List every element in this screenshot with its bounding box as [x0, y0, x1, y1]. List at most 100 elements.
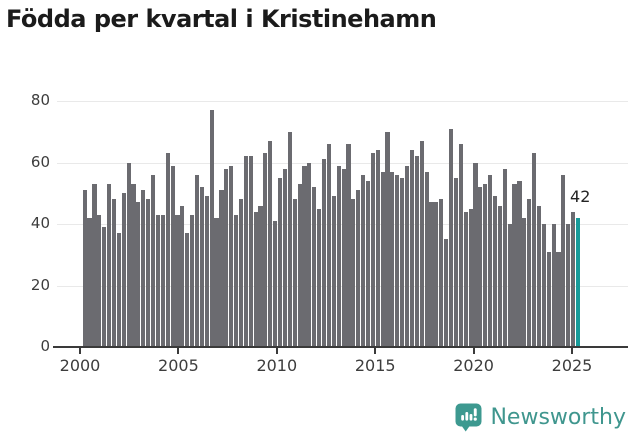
bar-2002-Q3[interactable]: [131, 184, 136, 347]
bar-2005-Q1[interactable]: [180, 205, 185, 347]
bar-2000-Q3[interactable]: [92, 184, 97, 347]
bar-2007-Q3[interactable]: [229, 165, 234, 347]
bar-2023-Q1[interactable]: [532, 153, 537, 347]
bar-2021-Q1[interactable]: [492, 196, 498, 347]
bar-2024-Q3[interactable]: [561, 174, 566, 347]
bar-2010-Q3[interactable]: [287, 131, 292, 347]
bar-2020-Q4[interactable]: [488, 174, 493, 347]
bar-2005-Q4[interactable]: [194, 174, 200, 347]
bar-2019-Q4[interactable]: [468, 208, 473, 347]
bar-2017-Q3[interactable]: [424, 171, 429, 347]
bar-2022-Q2[interactable]: [517, 180, 522, 347]
bar-2018-Q2[interactable]: [439, 199, 444, 347]
bar-2025-Q1[interactable]: [571, 211, 576, 347]
bar-2020-Q1[interactable]: [473, 162, 478, 347]
bar-2010-Q1[interactable]: [278, 177, 283, 347]
bar-2016-Q2[interactable]: [400, 177, 405, 347]
bar-2021-Q2[interactable]: [497, 205, 502, 347]
bar-2014-Q3[interactable]: [365, 180, 371, 347]
bar-2023-Q2[interactable]: [536, 205, 542, 347]
bar-2019-Q2[interactable]: [458, 144, 463, 347]
bar-2015-Q1[interactable]: [375, 150, 380, 347]
bar-2012-Q1[interactable]: [317, 208, 322, 347]
bar-2016-Q1[interactable]: [395, 174, 400, 347]
bar-2022-Q1[interactable]: [512, 184, 517, 347]
bar-2012-Q4[interactable]: [331, 196, 336, 347]
bar-2005-Q3[interactable]: [190, 214, 195, 347]
bar-2014-Q2[interactable]: [361, 174, 366, 347]
bar-2002-Q2[interactable]: [126, 162, 131, 347]
bar-2015-Q2[interactable]: [380, 171, 385, 347]
bar-2006-Q2[interactable]: [204, 196, 209, 347]
bar-2024-Q1[interactable]: [551, 224, 556, 347]
bar-2009-Q2[interactable]: [263, 153, 268, 347]
bar-2003-Q2[interactable]: [146, 199, 151, 347]
bar-2016-Q4[interactable]: [409, 150, 415, 347]
bar-2004-Q4[interactable]: [175, 214, 180, 347]
bar-2022-Q3[interactable]: [522, 217, 527, 347]
bar-2011-Q2[interactable]: [302, 165, 307, 347]
bar-2023-Q4[interactable]: [546, 251, 551, 347]
bar-2012-Q3[interactable]: [326, 144, 331, 347]
bar-2009-Q3[interactable]: [268, 140, 273, 347]
bar-2004-Q3[interactable]: [170, 165, 175, 347]
bar-2006-Q4[interactable]: [214, 217, 219, 347]
bar-2025-Q2[interactable]: [575, 217, 581, 347]
bar-2024-Q2[interactable]: [556, 251, 561, 347]
bar-2000-Q1[interactable]: [82, 190, 87, 347]
bar-2024-Q4[interactable]: [566, 224, 571, 347]
bar-2020-Q2[interactable]: [478, 187, 483, 347]
bar-2008-Q2[interactable]: [243, 156, 248, 347]
bar-2008-Q3[interactable]: [248, 156, 253, 347]
bar-2017-Q1[interactable]: [414, 156, 419, 347]
bar-2008-Q1[interactable]: [238, 199, 244, 347]
bar-2002-Q1[interactable]: [121, 193, 126, 347]
bar-2018-Q4[interactable]: [448, 128, 454, 347]
bar-2010-Q2[interactable]: [282, 168, 288, 347]
bar-2011-Q3[interactable]: [307, 162, 312, 347]
bar-2005-Q2[interactable]: [185, 233, 190, 347]
bar-2006-Q1[interactable]: [199, 187, 204, 347]
bar-2023-Q3[interactable]: [541, 224, 546, 347]
bar-2012-Q2[interactable]: [321, 159, 327, 347]
bar-2003-Q4[interactable]: [155, 214, 161, 347]
bar-2007-Q2[interactable]: [224, 168, 229, 347]
bar-2000-Q4[interactable]: [97, 214, 102, 347]
bar-2006-Q3[interactable]: [209, 110, 214, 347]
bar-2014-Q1[interactable]: [356, 190, 361, 347]
bar-2018-Q3[interactable]: [444, 239, 449, 347]
newsworthy-logo[interactable]: Newsworthy: [454, 402, 626, 433]
bar-2009-Q1[interactable]: [258, 205, 263, 347]
bar-2013-Q4[interactable]: [351, 199, 356, 347]
bar-2001-Q3[interactable]: [111, 199, 117, 347]
bar-2003-Q3[interactable]: [150, 174, 156, 347]
bar-2013-Q2[interactable]: [341, 168, 346, 347]
bar-2011-Q1[interactable]: [297, 184, 302, 347]
bar-2020-Q3[interactable]: [483, 184, 488, 347]
bar-2017-Q4[interactable]: [429, 202, 434, 347]
bar-2015-Q4[interactable]: [390, 171, 395, 347]
bar-2007-Q4[interactable]: [234, 214, 239, 347]
bar-2001-Q4[interactable]: [116, 233, 121, 347]
bar-2017-Q2[interactable]: [419, 140, 424, 347]
bar-2004-Q2[interactable]: [165, 153, 170, 347]
bar-2019-Q1[interactable]: [453, 177, 458, 347]
bar-2018-Q1[interactable]: [434, 202, 439, 347]
bar-2002-Q4[interactable]: [136, 202, 141, 347]
bar-2001-Q1[interactable]: [102, 227, 107, 347]
bar-2013-Q3[interactable]: [346, 144, 351, 347]
bar-2016-Q3[interactable]: [405, 165, 410, 347]
bar-2015-Q3[interactable]: [385, 131, 390, 347]
bar-2001-Q2[interactable]: [107, 184, 112, 347]
bar-2010-Q4[interactable]: [292, 199, 297, 347]
bar-2003-Q1[interactable]: [141, 190, 146, 347]
bar-2022-Q4[interactable]: [527, 199, 532, 347]
bar-2004-Q1[interactable]: [160, 214, 165, 347]
bar-2007-Q1[interactable]: [219, 190, 224, 347]
bar-2000-Q2[interactable]: [87, 217, 92, 347]
bar-2013-Q1[interactable]: [336, 165, 341, 347]
bar-2011-Q4[interactable]: [312, 187, 317, 347]
bar-2009-Q4[interactable]: [273, 220, 278, 347]
bar-2019-Q3[interactable]: [463, 211, 468, 347]
bar-2008-Q4[interactable]: [253, 211, 258, 347]
